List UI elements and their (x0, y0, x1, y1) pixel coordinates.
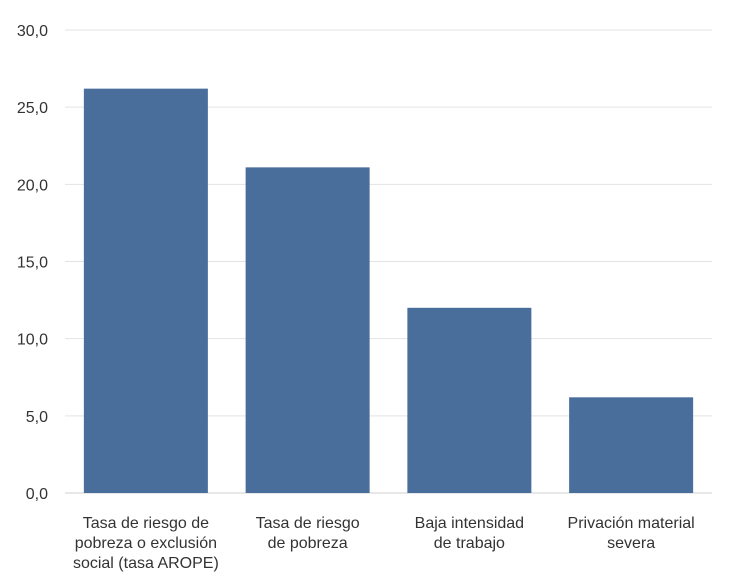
category-label-line: Privación material (568, 515, 695, 532)
category-label: Baja intensidad de trabajo (415, 515, 524, 552)
category-label-line: de pobreza (268, 535, 348, 552)
category-label: Tasa de riesgo de pobreza o exclusión soci… (73, 515, 219, 572)
category-label-line: pobreza o exclusión (75, 535, 217, 552)
category-label: Tasa de riesgo de pobreza (256, 515, 360, 552)
category-label-line: social (tasa AROPE) (73, 555, 219, 572)
y-tick-label: 30,0 (17, 23, 48, 40)
bar (569, 397, 694, 493)
y-tick-label: 25,0 (17, 100, 48, 117)
y-tick-label: 10,0 (17, 332, 48, 349)
category-label-line: de trabajo (434, 535, 505, 552)
category-label-line: severa (607, 535, 655, 552)
bar (245, 167, 370, 493)
bars (83, 88, 694, 493)
y-tick-label: 5,0 (26, 409, 48, 426)
category-label-line: Tasa de riesgo (256, 515, 360, 532)
category-label: Privación material severa (568, 515, 695, 552)
y-tick-label: 15,0 (17, 255, 48, 272)
y-axis-tick-labels: 0,0 5,0 10,0 15,0 20,0 25,0 30,0 (17, 23, 48, 503)
category-label-line: Baja intensidad (415, 515, 524, 532)
category-label-line: Tasa de riesgo de (83, 515, 209, 532)
bar (407, 307, 532, 493)
y-tick-label: 20,0 (17, 177, 48, 194)
category-labels: Tasa de riesgo de pobreza o exclusión soci… (73, 515, 695, 572)
bar (83, 88, 208, 493)
y-tick-label: 0,0 (26, 486, 48, 503)
